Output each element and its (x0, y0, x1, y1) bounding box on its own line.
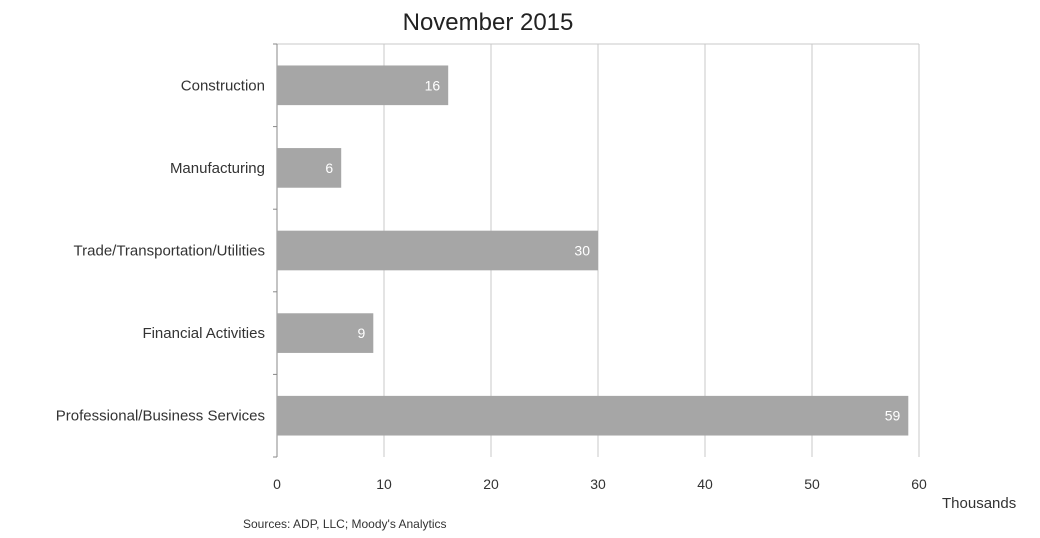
bar-data-label: 6 (325, 160, 333, 176)
bar-data-label: 30 (574, 243, 590, 259)
x-unit-label: Thousands (942, 495, 1016, 512)
x-tick-label: 10 (376, 476, 392, 492)
bars: 16 6 30 9 59 (277, 65, 909, 436)
chart-title: November 2015 (403, 9, 574, 36)
x-tick-label: 30 (590, 476, 606, 492)
bar (277, 148, 342, 188)
bar (277, 230, 598, 271)
bar (277, 313, 374, 353)
gridlines (273, 43, 920, 458)
category-label: Financial Activities (142, 325, 265, 342)
bar-data-label: 59 (885, 408, 901, 424)
source-note: Sources: ADP, LLC; Moody's Analytics (243, 517, 447, 531)
category-label: Construction (181, 77, 265, 94)
bar-data-label: 9 (358, 325, 366, 341)
x-tick-label: 50 (804, 476, 820, 492)
x-tick-labels: 0 10 20 30 40 50 60 (273, 476, 927, 492)
category-label: Professional/Business Services (56, 408, 265, 425)
x-tick-label: 20 (483, 476, 499, 492)
category-label: Trade/Transportation/Utilities (74, 243, 265, 260)
x-tick-label: 60 (911, 476, 927, 492)
category-labels: Construction Manufacturing Trade/Transport… (56, 77, 265, 424)
bar (277, 65, 449, 106)
bar (277, 395, 909, 436)
x-tick-label: 0 (273, 476, 281, 492)
x-tick-label: 40 (697, 476, 713, 492)
category-label: Manufacturing (170, 160, 265, 177)
bar-data-label: 16 (425, 77, 441, 93)
